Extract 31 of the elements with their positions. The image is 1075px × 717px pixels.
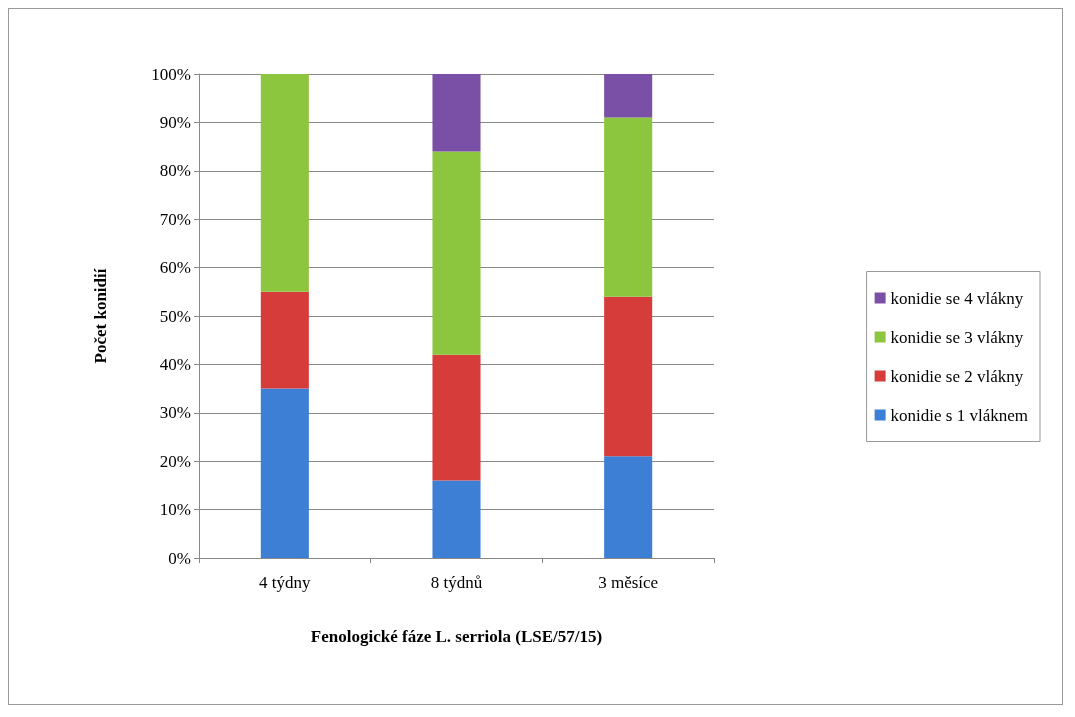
y-tick-label: 80% bbox=[159, 161, 191, 181]
bar bbox=[432, 354, 481, 481]
legend-label: konidie se 4 vlákny bbox=[890, 288, 1024, 308]
legend-label: konidie se 3 vlákny bbox=[890, 327, 1024, 347]
bar bbox=[604, 117, 653, 297]
bar bbox=[432, 480, 481, 558]
bar bbox=[432, 74, 481, 152]
bar bbox=[604, 296, 653, 457]
bar bbox=[432, 151, 481, 355]
x-tick-label: 8 týdnů bbox=[430, 573, 483, 592]
bar bbox=[260, 74, 309, 292]
y-tick-label: 100% bbox=[151, 64, 191, 84]
bar bbox=[260, 291, 309, 389]
y-tick-label: 90% bbox=[159, 112, 191, 132]
legend-label: konidie se 2 vlákny bbox=[890, 366, 1024, 386]
y-tick-label: 40% bbox=[159, 354, 191, 374]
y-tick-label: 0% bbox=[168, 548, 191, 568]
y-tick-label: 70% bbox=[159, 209, 191, 229]
x-tick-label: 4 týdny bbox=[259, 573, 312, 592]
bar bbox=[604, 74, 653, 118]
x-tick-label: 3 měsíce bbox=[598, 573, 659, 592]
bar bbox=[260, 388, 309, 558]
y-tick-label: 60% bbox=[159, 258, 191, 278]
legend-label: konidie s 1 vláknem bbox=[890, 405, 1029, 425]
y-axis-title: Počet konidií bbox=[91, 268, 110, 364]
x-axis-title: Fenologické fáze L. serriola (LSE/57/15) bbox=[310, 627, 603, 646]
y-tick-label: 30% bbox=[159, 403, 191, 423]
y-tick-label: 10% bbox=[159, 500, 191, 520]
bar bbox=[604, 456, 653, 558]
y-tick-label: 50% bbox=[159, 306, 191, 326]
y-tick-label: 20% bbox=[159, 451, 191, 471]
